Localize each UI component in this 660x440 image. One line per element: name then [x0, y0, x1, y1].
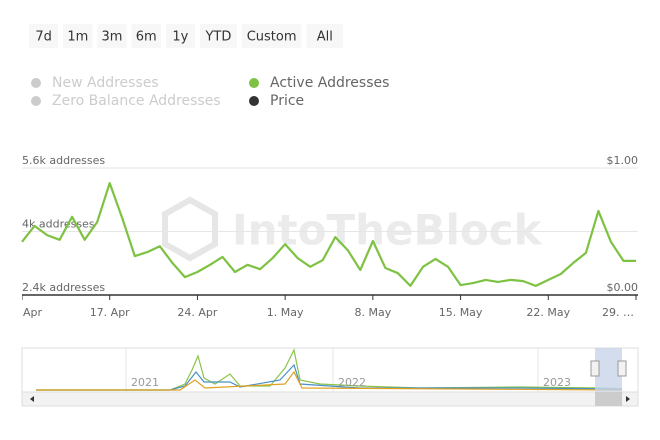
x-tick-label: 1. May [267, 306, 304, 319]
range-button-label[interactable]: 6m [136, 30, 157, 45]
legend-label[interactable]: Active Addresses [270, 75, 389, 91]
navigator-label: 2022 [338, 376, 366, 389]
navigator-line [36, 370, 623, 391]
scrollbar[interactable] [21, 391, 639, 407]
range-button[interactable]: 3m [97, 24, 127, 48]
range-button-bg[interactable] [241, 24, 302, 48]
x-tick-label: 17. Apr [90, 306, 130, 319]
range-button-bg[interactable] [29, 24, 59, 48]
legend-marker[interactable] [31, 78, 41, 88]
range-button-bg[interactable] [306, 24, 344, 48]
range-button-label[interactable]: All [317, 30, 333, 45]
range-button-label[interactable]: 1m [67, 30, 88, 45]
legend-item[interactable]: Zero Balance Addresses [31, 93, 221, 109]
navigator[interactable]: 2021 2022 2023 [21, 347, 639, 407]
navigator-label: 2023 [543, 376, 571, 389]
x-tick-label: 8. May [354, 306, 391, 319]
range-button-bg[interactable] [97, 24, 127, 48]
x-tick-label: 22. May [526, 306, 570, 319]
range-button-label[interactable]: Custom [247, 30, 297, 45]
navigator-handle[interactable] [617, 360, 627, 377]
legend-item[interactable]: Active Addresses [249, 75, 389, 91]
range-button-label[interactable]: 7d [35, 30, 52, 45]
range-button-label[interactable]: 3m [102, 30, 123, 45]
range-button[interactable]: YTD [200, 24, 237, 48]
range-button-bg[interactable] [165, 24, 195, 48]
x-tick-label: 24. Apr [177, 306, 217, 319]
y-tick-label: 5.6k addresses [22, 154, 105, 167]
legend-label[interactable]: New Addresses [52, 75, 159, 91]
range-button[interactable]: All [306, 24, 344, 48]
watermark-logo [162, 196, 218, 262]
legend-marker[interactable] [249, 96, 259, 106]
x-axis-labels: 10. Apr 17. Apr 24. Apr 1. May 8. May 15. May… [2, 295, 637, 319]
x-tick-label: 10. Apr [2, 306, 42, 319]
y2-tick-label: $1.00 [607, 154, 639, 167]
legend-label[interactable]: Price [270, 93, 304, 109]
range-button-bg[interactable] [131, 24, 161, 48]
range-button[interactable]: 7d [29, 24, 59, 48]
range-button[interactable]: 6m [131, 24, 161, 48]
y-tick-label: 2.4k addresses [22, 281, 105, 294]
range-button-bg[interactable] [63, 24, 93, 48]
range-button-bg[interactable] [200, 24, 237, 48]
legend-item[interactable]: Price [249, 93, 304, 109]
navigator-handle[interactable] [590, 360, 600, 377]
range-button[interactable]: 1m [63, 24, 93, 48]
data-line [21, 182, 636, 287]
x-tick-label: 15. May [439, 306, 483, 319]
navigator-label: 2021 [131, 376, 159, 389]
legend-marker[interactable] [31, 96, 41, 106]
legend-label[interactable]: Zero Balance Addresses [52, 93, 221, 109]
watermark: IntoTheBlock [232, 206, 543, 255]
range-button-label[interactable]: YTD [204, 30, 231, 45]
range-button-label[interactable]: 1y [172, 30, 188, 45]
x-tick-label: 29. … [602, 306, 634, 319]
range-button[interactable]: Custom [241, 24, 302, 48]
y2-tick-label: $0.00 [607, 281, 639, 294]
range-button[interactable]: 1y [165, 24, 195, 48]
legend-item[interactable]: New Addresses [31, 75, 159, 91]
scrollbar-thumb[interactable] [595, 392, 622, 406]
legend-marker[interactable] [249, 78, 259, 88]
